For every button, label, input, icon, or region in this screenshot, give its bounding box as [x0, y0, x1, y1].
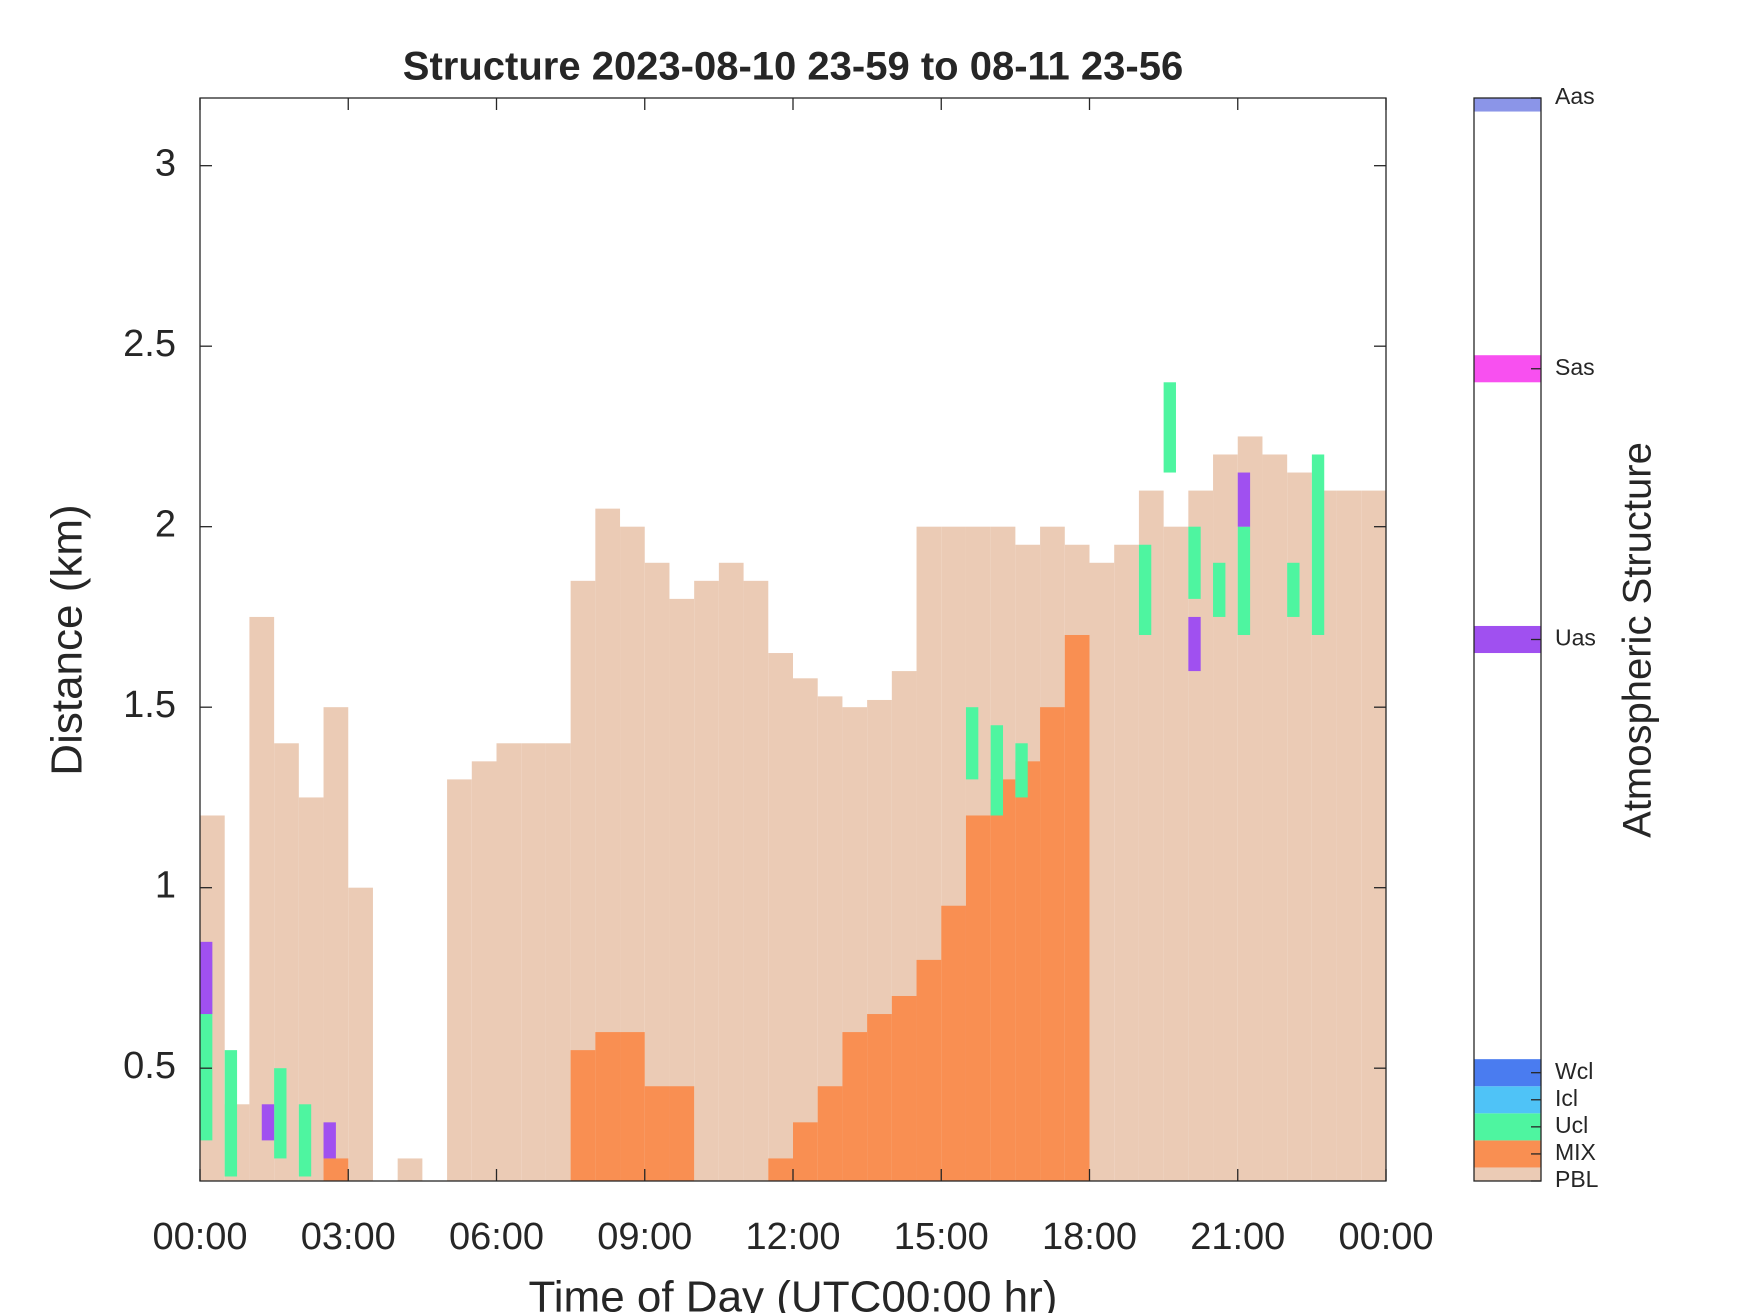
- layer-bar: [1237, 526, 1251, 635]
- layer-bar: [274, 1068, 287, 1159]
- layer-bar: [1287, 562, 1300, 617]
- bar: [249, 616, 275, 1181]
- layer-bar: [1188, 526, 1201, 599]
- y-tick-label: 1: [155, 865, 176, 907]
- bar: [471, 761, 497, 1181]
- colorbar-band: [1474, 1086, 1541, 1114]
- bar: [718, 562, 744, 1181]
- bar: [743, 580, 769, 1181]
- colorbar-tick-label: PBL: [1555, 1166, 1599, 1192]
- colorbar-tick-label: Icl: [1555, 1085, 1578, 1111]
- colorbar-band: [1474, 355, 1541, 383]
- x-tick-label: 15:00: [894, 1216, 989, 1258]
- bar: [1361, 490, 1386, 1181]
- layer-bar: [1213, 562, 1226, 617]
- layer-bar: [1138, 544, 1152, 635]
- bar: [521, 743, 546, 1181]
- bar: [817, 1086, 843, 1181]
- bar: [496, 743, 522, 1181]
- bar: [620, 1032, 645, 1181]
- bar: [570, 1050, 596, 1181]
- bar: [397, 1158, 423, 1181]
- colorbar-tick-label: Uas: [1555, 625, 1596, 651]
- colorbar-band: [1474, 1113, 1541, 1141]
- bar: [644, 562, 670, 1181]
- bar: [867, 1014, 892, 1181]
- x-tick-label: 00:00: [1338, 1216, 1433, 1258]
- layer-bar: [261, 1104, 275, 1141]
- bar: [916, 959, 942, 1181]
- colorbar-tick-label: MIX: [1555, 1139, 1596, 1165]
- bar: [1114, 544, 1139, 1181]
- bar: [1336, 490, 1362, 1181]
- layer-bar: [1237, 472, 1251, 527]
- colorbar-band: [1474, 1140, 1541, 1168]
- bar: [990, 779, 1016, 1181]
- bar: [694, 580, 719, 1181]
- layer-bar: [200, 941, 213, 1015]
- bar: [545, 743, 571, 1181]
- colorbar-band: [1474, 625, 1541, 654]
- bar: [644, 1086, 670, 1181]
- layer-bar: [298, 1104, 312, 1177]
- bar: [793, 1122, 818, 1181]
- bar: [1015, 761, 1041, 1181]
- chart-title: Structure 2023-08-10 23-59 to 08-11 23-5…: [403, 45, 1183, 89]
- x-tick-label: 03:00: [301, 1216, 396, 1258]
- bar: [891, 995, 917, 1181]
- x-tick-label: 06:00: [449, 1216, 544, 1258]
- x-tick-label: 21:00: [1190, 1216, 1285, 1258]
- colorbar-tick-label: Ucl: [1555, 1112, 1588, 1138]
- x-tick-label: 00:00: [152, 1216, 247, 1258]
- layer-bar: [323, 1122, 336, 1159]
- bar: [323, 707, 349, 1181]
- bar: [669, 1086, 695, 1181]
- layer-bar: [990, 725, 1004, 816]
- bar: [1064, 634, 1090, 1181]
- bar: [1040, 707, 1065, 1181]
- bar: [348, 887, 373, 1181]
- layer-bar: [1015, 743, 1028, 798]
- bar: [1163, 526, 1189, 1181]
- layer-bar: [224, 1050, 238, 1177]
- colorbar-band: [1474, 98, 1541, 112]
- bar: [965, 815, 991, 1181]
- y-axis-label: Distance (km): [43, 504, 92, 775]
- y-tick-label: 2: [155, 504, 176, 546]
- bar: [1262, 454, 1288, 1181]
- y-tick-label: 3: [155, 143, 176, 185]
- y-tick-label: 2.5: [123, 323, 176, 365]
- bar: [768, 653, 793, 1181]
- x-tick-label: 09:00: [597, 1216, 692, 1258]
- layer-bar: [1311, 454, 1325, 635]
- colorbar-band: [1474, 1167, 1541, 1181]
- layer-bar: [965, 707, 979, 780]
- colorbar-tick-label: Sas: [1555, 354, 1595, 380]
- bar: [1089, 562, 1115, 1181]
- colorbar-tick-label: Wcl: [1555, 1058, 1593, 1084]
- colorbar-band: [1474, 1059, 1541, 1087]
- y-tick-label: 0.5: [123, 1045, 176, 1087]
- bar: [1188, 490, 1214, 1181]
- x-tick-label: 12:00: [745, 1216, 840, 1258]
- bar: [793, 678, 818, 1181]
- colorbar-label: Atmospheric Structure: [1616, 442, 1660, 838]
- bar: [842, 1032, 868, 1181]
- layer-bar: [1188, 616, 1201, 672]
- colorbar-tick-label: Aas: [1555, 83, 1595, 109]
- bar: [669, 598, 695, 1181]
- x-tick-label: 18:00: [1042, 1216, 1137, 1258]
- y-tick-label: 1.5: [123, 684, 176, 726]
- bar: [595, 1032, 621, 1181]
- bar: [323, 1158, 349, 1181]
- layer-bar: [1163, 382, 1176, 473]
- bar: [941, 905, 966, 1181]
- bar: [768, 1158, 793, 1181]
- bar: [447, 779, 472, 1181]
- x-axis-label: Time of Day (UTC00:00 hr): [529, 1273, 1058, 1313]
